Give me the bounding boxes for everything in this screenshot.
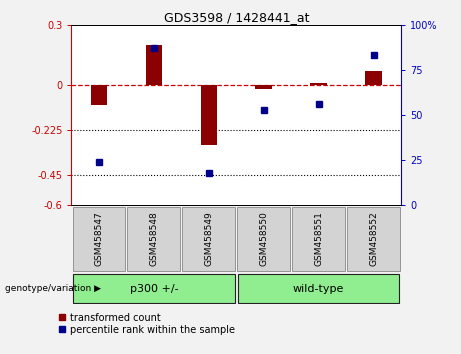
Text: GSM458549: GSM458549 <box>204 212 213 266</box>
Text: p300 +/-: p300 +/- <box>130 284 178 293</box>
Bar <box>347 207 400 271</box>
Text: GSM458550: GSM458550 <box>259 211 268 267</box>
Bar <box>128 207 180 271</box>
Bar <box>146 45 162 85</box>
Legend: transformed count, percentile rank within the sample: transformed count, percentile rank withi… <box>58 313 235 335</box>
Bar <box>366 71 382 85</box>
Bar <box>183 207 235 271</box>
Bar <box>201 85 217 145</box>
Text: GSM458547: GSM458547 <box>95 212 103 266</box>
Title: GDS3598 / 1428441_at: GDS3598 / 1428441_at <box>164 11 309 24</box>
Bar <box>310 83 327 85</box>
Text: GSM458551: GSM458551 <box>314 211 323 267</box>
Bar <box>238 274 399 303</box>
Bar <box>73 274 235 303</box>
Text: wild-type: wild-type <box>293 284 344 293</box>
Bar <box>237 207 290 271</box>
Text: GSM458552: GSM458552 <box>369 212 378 266</box>
Bar <box>72 207 125 271</box>
Text: genotype/variation ▶: genotype/variation ▶ <box>5 284 100 293</box>
Text: GSM458548: GSM458548 <box>149 212 159 266</box>
Bar <box>91 85 107 105</box>
Bar <box>255 85 272 89</box>
Bar <box>292 207 345 271</box>
